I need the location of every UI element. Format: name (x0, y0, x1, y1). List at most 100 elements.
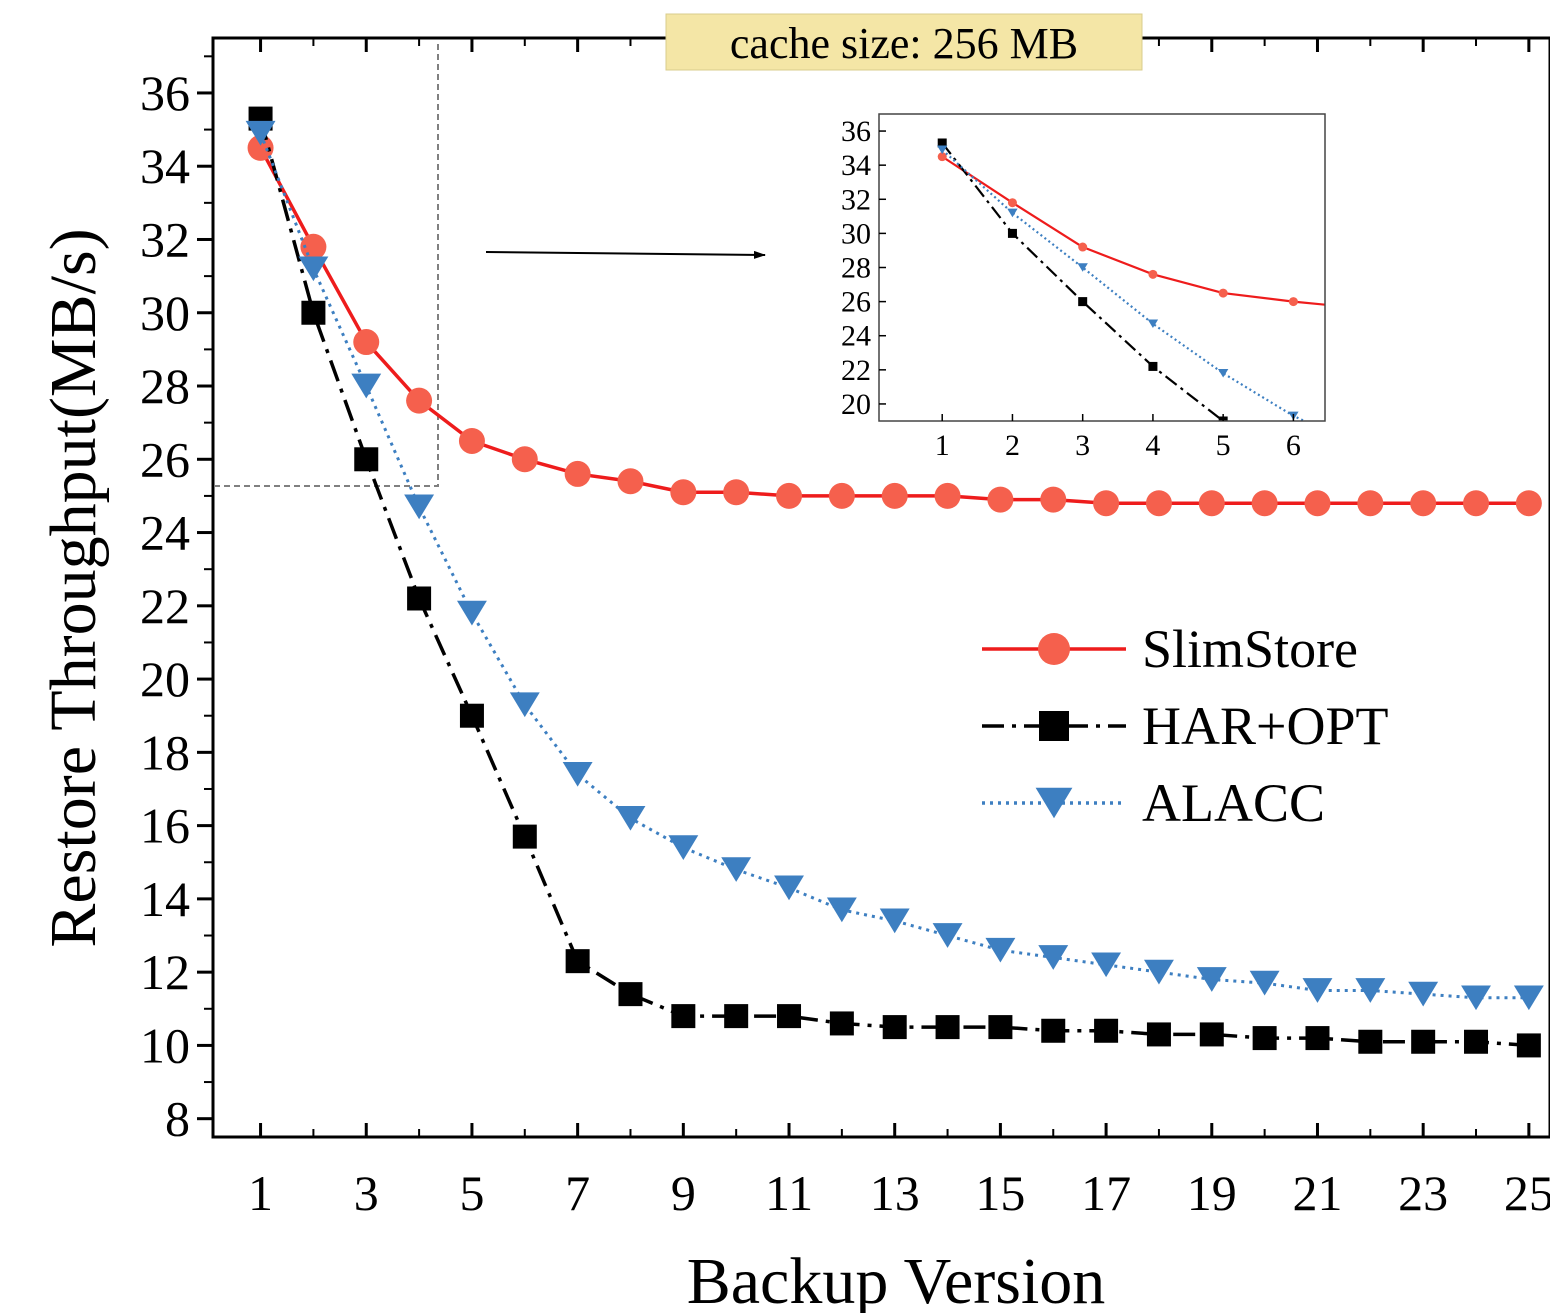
x-tick-label: 7 (565, 1165, 590, 1221)
y-tick-label: 8 (165, 1091, 190, 1147)
x-tick-label: 17 (1081, 1165, 1131, 1221)
data-point (1196, 967, 1227, 992)
inset-data-point (1148, 361, 1158, 371)
inset-y-tick-label: 32 (841, 183, 871, 216)
data-point (1516, 1033, 1541, 1058)
x-tick-label: 15 (975, 1165, 1025, 1221)
data-point (1252, 1026, 1277, 1051)
data-point (721, 857, 752, 882)
y-tick-label: 20 (140, 651, 190, 707)
data-point (353, 329, 380, 356)
data-point (1091, 952, 1122, 978)
y-tick-label: 34 (140, 138, 190, 194)
data-point (562, 761, 593, 787)
data-point (670, 479, 697, 506)
inset-data-point (1078, 297, 1088, 307)
zoom-arrow (485, 250, 766, 259)
cache-size-annotation: cache size: 256 MB (665, 13, 1143, 71)
data-point (406, 387, 433, 414)
inset-data-point (1077, 263, 1088, 272)
inset-y-tick-label: 22 (841, 354, 871, 387)
inset-y-tick-label: 36 (841, 115, 871, 148)
y-tick-label: 10 (140, 1017, 190, 1073)
inset-data-point (1148, 269, 1158, 279)
data-point (1408, 981, 1439, 1007)
data-point (1411, 1029, 1436, 1054)
data-point (829, 1011, 854, 1036)
legend-label: SlimStore (1142, 619, 1358, 679)
y-tick-label: 18 (140, 724, 190, 780)
annotation-text: cache size: 256 MB (730, 19, 1078, 68)
data-point (1041, 1018, 1066, 1043)
legend-label: ALACC (1142, 773, 1325, 833)
data-point (988, 1015, 1013, 1040)
data-point (935, 1015, 960, 1040)
data-point (828, 482, 855, 509)
data-point (351, 373, 382, 399)
inset-y-tick-label: 28 (841, 252, 871, 285)
data-point (301, 300, 326, 325)
data-point (776, 482, 803, 509)
inset-data-point (937, 145, 948, 155)
inset-y-tick-label: 24 (841, 320, 871, 353)
data-point (1461, 985, 1491, 1011)
x-tick-label: 23 (1398, 1165, 1448, 1221)
inset-data-point (937, 138, 947, 148)
x-axis-title: Backup Version (687, 1245, 1106, 1313)
data-point (985, 937, 1016, 963)
data-point (1198, 490, 1225, 517)
inset-data-point (937, 152, 947, 162)
data-point (826, 897, 857, 923)
inset-y-tick-label: 20 (841, 388, 871, 421)
annotation-box (665, 13, 1143, 71)
legend-marker (1035, 787, 1073, 819)
legend-marker (1038, 633, 1070, 665)
inset-y-tick-label: 26 (841, 286, 871, 319)
y-tick-label: 14 (140, 871, 190, 927)
inset-y-tick-label: 30 (841, 217, 871, 250)
data-point (1038, 945, 1069, 970)
y-tick-label: 16 (140, 798, 190, 854)
y-tick-label: 22 (140, 578, 190, 634)
data-point (1305, 1026, 1330, 1051)
data-point (1302, 978, 1333, 1003)
inset-data-point (1358, 444, 1368, 453)
data-point (1040, 486, 1067, 513)
x-tick-label: 11 (765, 1165, 813, 1221)
inset-data-point (1218, 288, 1228, 298)
inset-x-tick-label: 2 (1005, 429, 1020, 462)
data-point (881, 482, 908, 509)
data-point (354, 447, 379, 472)
data-point (404, 494, 435, 520)
data-point (724, 1004, 749, 1029)
data-point (617, 468, 644, 495)
data-point (723, 479, 750, 506)
data-point (1464, 1029, 1489, 1054)
inset-x-tick-label: 4 (1145, 429, 1160, 462)
inset-x-tick-label: 6 (1286, 429, 1301, 462)
x-tick-label: 9 (671, 1165, 696, 1221)
data-point (1143, 959, 1174, 985)
inset-data-point (1289, 473, 1298, 482)
data-point (1513, 985, 1544, 1011)
data-point (1357, 490, 1384, 517)
y-tick-label: 30 (140, 285, 190, 341)
x-tick-label: 25 (1504, 1165, 1550, 1221)
data-point (1515, 490, 1542, 517)
data-point (932, 923, 963, 948)
data-point (1146, 1022, 1171, 1047)
data-point (1358, 1029, 1383, 1054)
legend-marker (1039, 711, 1069, 741)
data-point (1463, 490, 1490, 517)
x-tick-label: 3 (354, 1165, 379, 1221)
data-point (615, 805, 646, 831)
inset-data-point (1359, 531, 1368, 540)
data-point (1094, 1018, 1119, 1043)
legend: SlimStore HAR+OPT ALACC (982, 619, 1388, 833)
data-point (456, 600, 487, 626)
y-tick-label: 28 (140, 358, 190, 414)
y-tick-label: 24 (140, 505, 190, 561)
inset-x-tick-label: 3 (1075, 429, 1090, 462)
